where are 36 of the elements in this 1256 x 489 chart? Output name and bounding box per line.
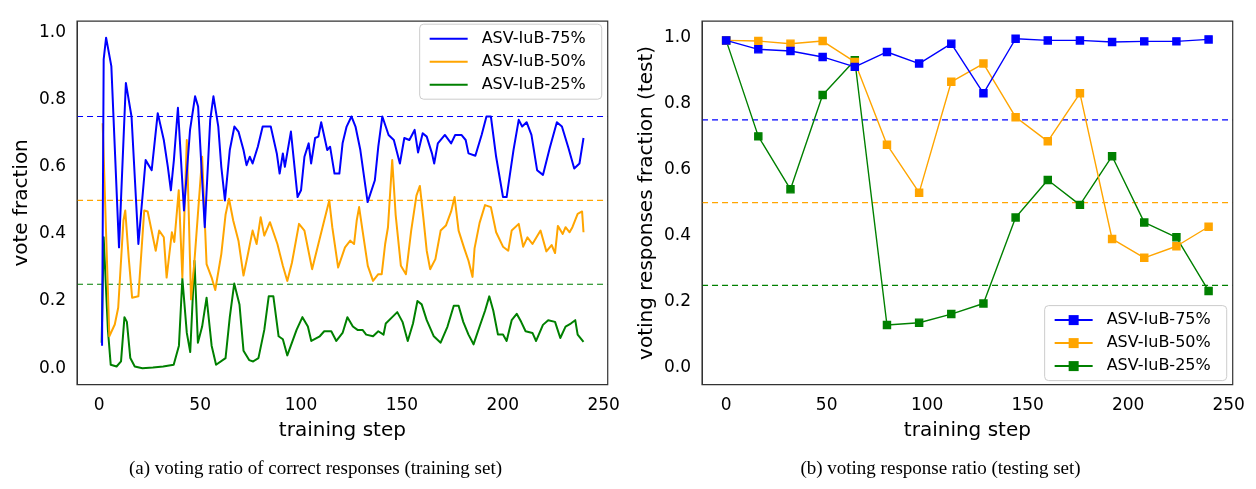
y-tick-label: 0.2 xyxy=(663,290,692,311)
x-axis-title: training step xyxy=(278,417,406,442)
x-tick-label: 100 xyxy=(284,394,318,415)
x-tick-label: 0 xyxy=(720,394,732,415)
x-tick-label: 100 xyxy=(910,394,944,415)
y-tick-label: 0.6 xyxy=(38,155,67,176)
y-axis-title: voting responses fraction (test) xyxy=(633,45,658,360)
x-tick-label: 250 xyxy=(1212,394,1245,415)
legend-label: ASV-IuB-75% xyxy=(1106,309,1211,329)
y-axis-title: vote fraction xyxy=(8,139,33,267)
x-tick-label: 50 xyxy=(815,394,838,415)
x-tick-label: 200 xyxy=(486,394,520,415)
y-tick-label: 0.4 xyxy=(663,224,692,245)
x-tick-label: 250 xyxy=(587,394,620,415)
x-tick-label: 200 xyxy=(1111,394,1145,415)
y-tick-label: 0.8 xyxy=(38,88,67,109)
legend-label: ASV-IuB-50% xyxy=(1106,332,1211,352)
x-tick-label: 50 xyxy=(189,394,211,415)
y-tick-label: 1.0 xyxy=(38,21,67,42)
legend-label: ASV-IuB-25% xyxy=(1106,355,1211,375)
text: (a) voting ratio of correct responses (training set) xyxy=(128,457,503,479)
y-tick-label: 0.4 xyxy=(38,222,67,243)
x-tick-label: 0 xyxy=(93,394,105,415)
y-tick-label: 0.2 xyxy=(38,289,67,310)
y-tick-label: 0.0 xyxy=(38,356,67,377)
legend-label: ASV-IuB-50% xyxy=(481,50,586,70)
text: (b) voting response ratio (testing set) xyxy=(799,457,1082,479)
legend-label: ASV-IuB-25% xyxy=(481,73,586,93)
x-axis-title: training step xyxy=(903,417,1031,442)
y-tick-label: 1.0 xyxy=(663,25,692,46)
y-tick-label: 0.8 xyxy=(663,91,692,112)
x-tick-label: 150 xyxy=(1011,394,1044,415)
legend-label: ASV-IuB-75% xyxy=(481,27,586,47)
y-tick-label: 0.6 xyxy=(663,157,692,178)
x-tick-label: 150 xyxy=(385,394,419,415)
y-tick-label: 0.0 xyxy=(663,356,692,377)
